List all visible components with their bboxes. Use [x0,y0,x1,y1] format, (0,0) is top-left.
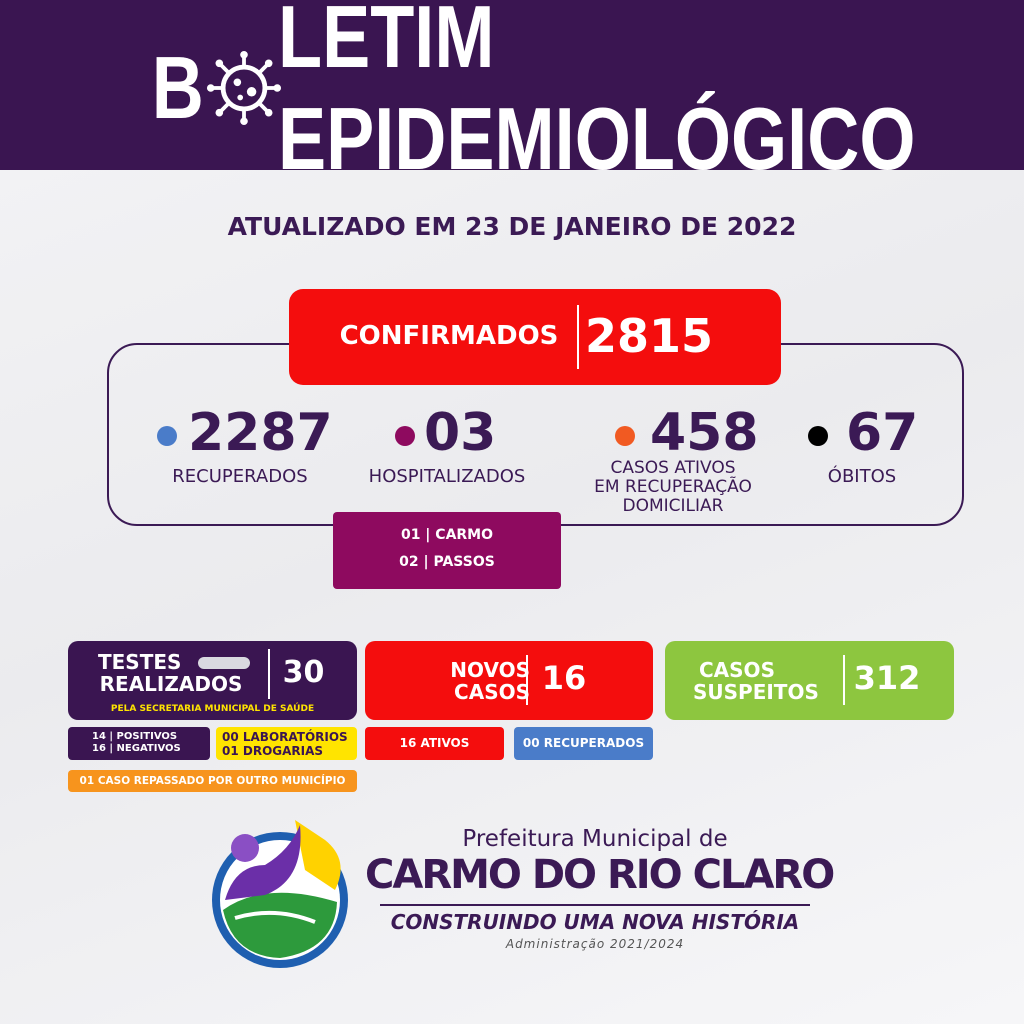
stat-label: ÓBITOS [827,466,897,487]
label-line: TESTES [98,650,182,674]
label-line: DOMICILIAR [622,496,724,516]
tests-value: 30 [282,655,325,690]
title-row: B LETIM EPIDEMIOLÓGICO [0,0,1024,188]
confirmed-value: 2815 [584,309,714,363]
source-line: 00 LABORATÓRIOS [222,730,348,744]
result-line: 16 | NEGATIVOS [92,743,181,754]
active-box: 16 ATIVOS [365,727,504,760]
stat-label: RECUPERADOS [172,466,308,487]
dot [808,426,828,446]
suspected-value: 312 [853,659,921,697]
dot [615,426,635,446]
city-logo [212,820,348,968]
title-end: LETIM EPIDEMIOLÓGICO [277,0,916,188]
label-line: CASOS [454,680,530,704]
stat-value: 67 [846,403,919,463]
header: B LETIM EPIDEMIOLÓGICO [0,0,1024,188]
stat-value: 458 [650,403,759,463]
divider [526,655,528,705]
updated-date: ATUALIZADO EM 23 DE JANEIRO DE 2022 [227,212,797,241]
source-line: 01 DROGARIAS [222,744,324,758]
dot [395,426,415,446]
result-line: 14 | POSITIVOS [92,731,178,742]
hospital-box: 01 | CARMO 02 | PASSOS [333,512,561,589]
title-start: B [151,38,205,137]
stat-value: 03 [424,403,497,463]
confirmed-label: CONFIRMADOS [339,321,559,351]
label-line: NOVOS [450,658,530,682]
new-cases-box: NOVOS CASOS 16 [365,641,653,720]
divider [577,305,579,369]
new-cases-value: 16 [541,659,587,697]
footer-rule [380,904,810,906]
footer-city: CARMO DO RIO CLARO [365,852,835,898]
tests-label: TESTES REALIZADOS [86,651,256,695]
sources-box: 00 LABORATÓRIOS 01 DROGARIAS [216,727,357,760]
label-line: CASOS ATIVOS [610,458,736,478]
stat-label: CASOS ATIVOS EM RECUPERAÇÃO DOMICILIAR [573,459,773,516]
transfer-box: 01 CASO REPASSADO POR OUTRO MUNICÍPIO [68,770,357,792]
footer-term: Administração 2021/2024 [505,937,685,951]
label-line: REALIZADOS [99,672,243,696]
hospital-line: 01 | CARMO [400,527,494,543]
results-box: 14 | POSITIVOS 16 | NEGATIVOS [68,727,210,760]
dot [157,426,177,446]
label-line: SUSPEITOS [693,680,819,704]
footer-prefix: Prefeitura Municipal de [462,826,728,852]
tests-box: TESTES REALIZADOS 30 PELA SECRETARIA MUN… [68,641,357,720]
stat-label: HOSPITALIZADOS [368,466,526,487]
label-line: CASOS [699,658,775,682]
new-cases-label: NOVOS CASOS [420,659,530,703]
hospital-line: 02 | PASSOS [399,554,495,570]
tests-note: PELA SECRETARIA MUNICIPAL DE SAÚDE [110,704,315,714]
test-icon [198,657,250,669]
suspected-label: CASOS SUSPEITOS [693,659,843,703]
divider [268,649,270,699]
stat-value: 2287 [188,403,333,463]
footer-slogan: CONSTRUINDO UMA NOVA HISTÓRIA [390,910,800,934]
suspected-box: CASOS SUSPEITOS 312 [665,641,954,720]
recovered-box: 00 RECUPERADOS [514,727,653,760]
divider [843,655,845,705]
virus-icon [206,50,281,126]
label-line: EM RECUPERAÇÃO [594,477,752,497]
confirmed-box: CONFIRMADOS 2815 [289,289,781,385]
